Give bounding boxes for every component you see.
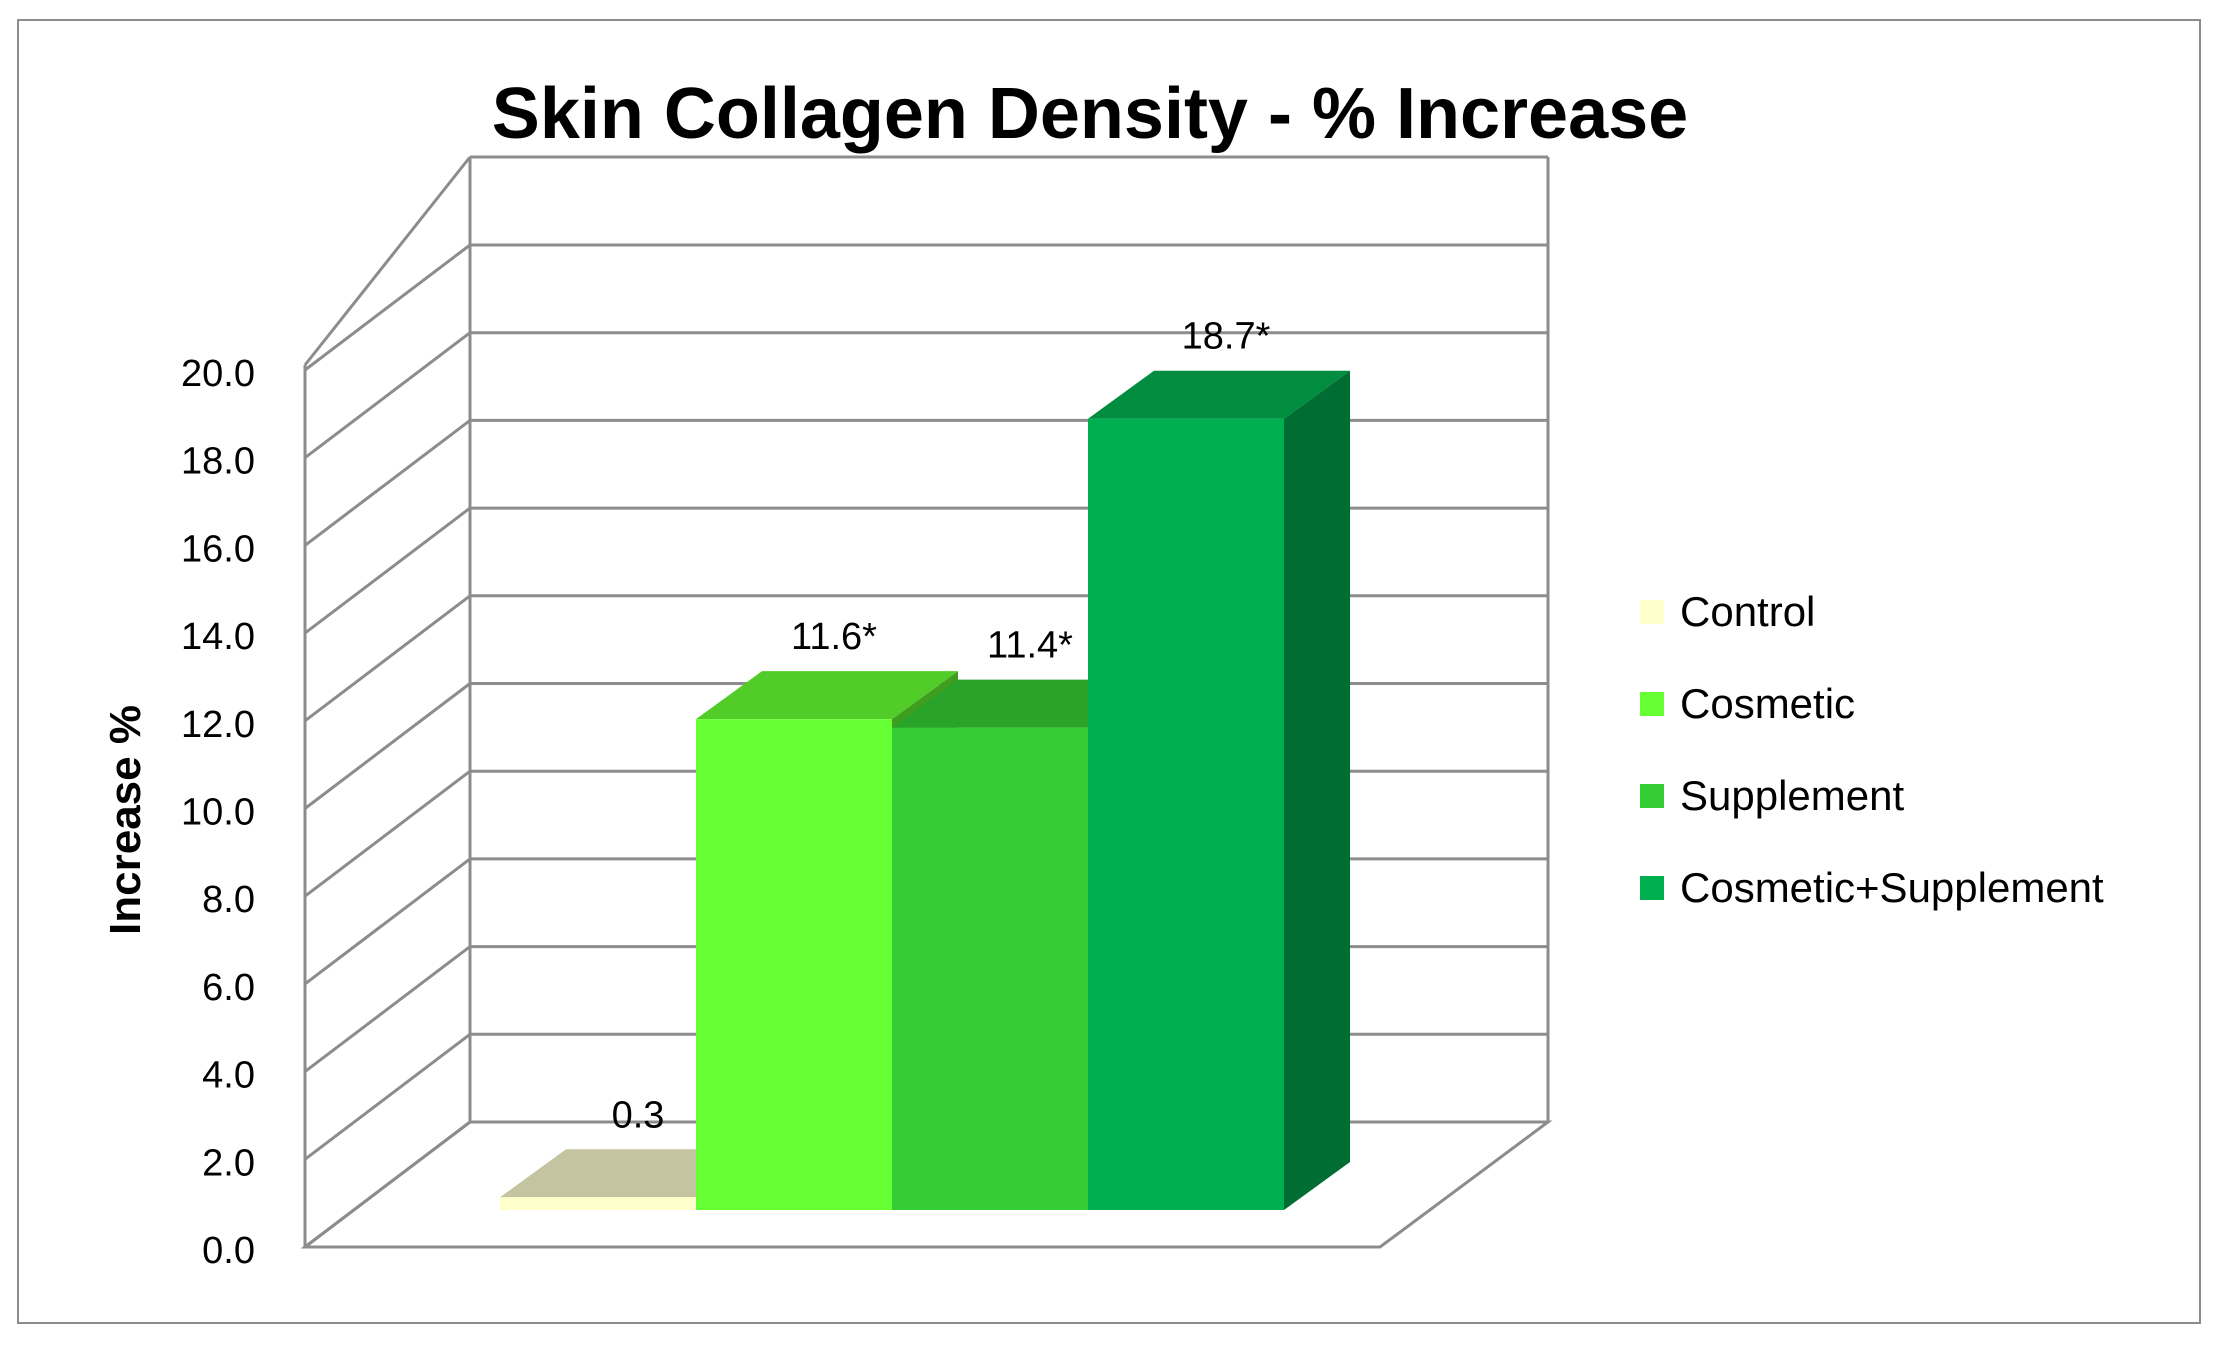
side-gridline: [304, 506, 471, 635]
y-tick-label: 6.0: [202, 967, 255, 1009]
side-gridline: [304, 770, 471, 898]
side-gridline: [304, 331, 471, 459]
legend-label: Cosmetic: [1680, 680, 1855, 727]
y-tick-label: 14.0: [181, 616, 255, 658]
side-gridline: [304, 682, 471, 810]
data-label: 0.3: [612, 1094, 665, 1136]
bar-front: [892, 727, 1088, 1210]
side-wall-top-edge: [303, 156, 472, 366]
bar-top: [696, 671, 958, 720]
floor: [300, 1120, 1553, 1249]
y-tick-label: 20.0: [181, 353, 255, 395]
side-gridline: [304, 1033, 471, 1161]
y-tick-label: 18.0: [181, 441, 255, 483]
data-label: 18.7*: [1182, 316, 1271, 358]
bar-front: [696, 719, 892, 1210]
bar-cosmetic-supplement: [1088, 370, 1350, 1210]
legend-swatch: [1640, 600, 1664, 624]
y-tick-labels: 0.0 2.0 4.0 6.0 8.0 10.0 12.0 14.0 16.0 18.0 20.0: [181, 353, 255, 1272]
chart-title: Skin Collagen Density - % Increase: [492, 74, 1688, 154]
y-tick-label: 2.0: [202, 1142, 255, 1184]
data-labels: 0.3 11.6* 11.4* 18.7*: [612, 316, 1271, 1137]
legend: Control Cosmetic Supplement Cosmetic+Supple…: [1640, 588, 2104, 911]
legend-label: Supplement: [1680, 772, 1904, 819]
data-label: 11.4*: [987, 625, 1073, 667]
y-tick-label: 4.0: [202, 1055, 255, 1097]
legend-swatch: [1640, 876, 1664, 900]
y-tick-label: 16.0: [181, 528, 255, 570]
data-label: 11.6*: [791, 616, 877, 658]
y-tick-label: 12.0: [181, 704, 255, 746]
side-gridline: [304, 857, 471, 986]
legend-swatch: [1640, 784, 1664, 808]
side-gridline: [304, 945, 471, 1073]
side-gridline: [304, 419, 471, 547]
legend-label: Cosmetic+Supplement: [1680, 864, 2104, 911]
bar-top: [1088, 370, 1350, 419]
side-gridline: [304, 594, 471, 722]
side-gridline: [304, 243, 471, 372]
y-tick-label: 8.0: [202, 879, 255, 921]
legend-label: Control: [1680, 588, 1815, 635]
bar-front: [1088, 418, 1284, 1210]
y-axis-label: Increase %: [101, 705, 150, 935]
legend-swatch: [1640, 692, 1664, 716]
y-tick-label: 0.0: [202, 1230, 255, 1272]
bar-front: [500, 1197, 696, 1210]
bars: [500, 370, 1350, 1210]
bar-side: [1284, 370, 1350, 1210]
y-tick-label: 10.0: [181, 792, 255, 834]
